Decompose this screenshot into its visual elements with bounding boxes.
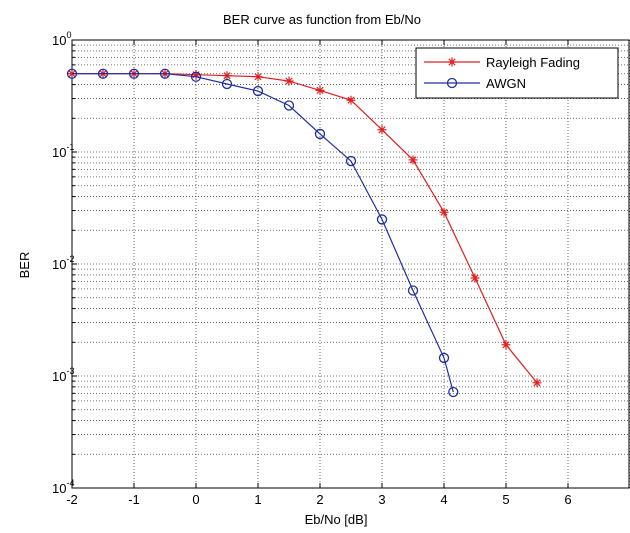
legend-marker <box>446 77 458 89</box>
data-point <box>97 68 109 79</box>
x-tick-label: 1 <box>254 492 261 507</box>
data-point <box>470 273 480 283</box>
x-tick-label: 2 <box>316 492 323 507</box>
data-point <box>448 386 459 398</box>
x-tick-label: 5 <box>502 492 509 507</box>
data-point <box>408 155 418 165</box>
legend-box <box>415 47 619 99</box>
data-point <box>407 285 419 296</box>
data-point <box>376 214 388 225</box>
data-point <box>283 100 295 111</box>
x-tick-label: 3 <box>378 492 385 507</box>
legend-marker <box>447 57 457 67</box>
data-point <box>439 207 449 217</box>
data-point <box>128 68 140 79</box>
x-tick-label: -2 <box>66 492 78 507</box>
grid <box>72 40 630 488</box>
data-point <box>66 68 78 79</box>
chart-title: BER curve as function from Eb/No <box>223 12 421 27</box>
data-point <box>438 352 450 364</box>
y-tick-label: 10-1 <box>52 142 74 160</box>
data-point <box>252 85 264 97</box>
data-point <box>532 378 542 388</box>
data-point <box>190 71 202 82</box>
x-tick-label: 6 <box>564 492 571 507</box>
data-point <box>221 78 233 90</box>
legend-label: Rayleigh Fading <box>486 55 580 70</box>
data-point <box>315 85 325 95</box>
series-line-2 <box>72 73 454 393</box>
y-axis-label: BER <box>17 252 32 279</box>
data-point <box>314 128 326 140</box>
x-axis-label: Eb/No [dB] <box>305 512 368 527</box>
x-tick-label: 4 <box>440 492 447 507</box>
data-point <box>159 68 171 79</box>
legend-label: AWGN <box>486 76 526 91</box>
y-tick-label: 100 <box>52 30 71 48</box>
data-point <box>345 155 357 167</box>
y-tick-label: 10-3 <box>52 366 74 384</box>
axis-ticks: -2 -1 0 1 2 3 4 5 6 100 10-1 10-2 10-3 10-4 <box>52 30 572 507</box>
y-tick-label: 10-2 <box>52 254 74 272</box>
y-tick-label: 10-4 <box>52 478 74 496</box>
data-point <box>222 71 232 81</box>
x-tick-label: -1 <box>128 492 140 507</box>
legend: Rayleigh Fading AWGN <box>415 47 619 99</box>
x-tick-label: 0 <box>192 492 199 507</box>
data-point <box>253 72 263 82</box>
data-point <box>284 76 294 86</box>
data-point <box>501 340 511 350</box>
plot-frame <box>71 39 630 489</box>
series <box>66 68 542 398</box>
data-point <box>346 95 356 105</box>
data-point <box>377 125 387 135</box>
